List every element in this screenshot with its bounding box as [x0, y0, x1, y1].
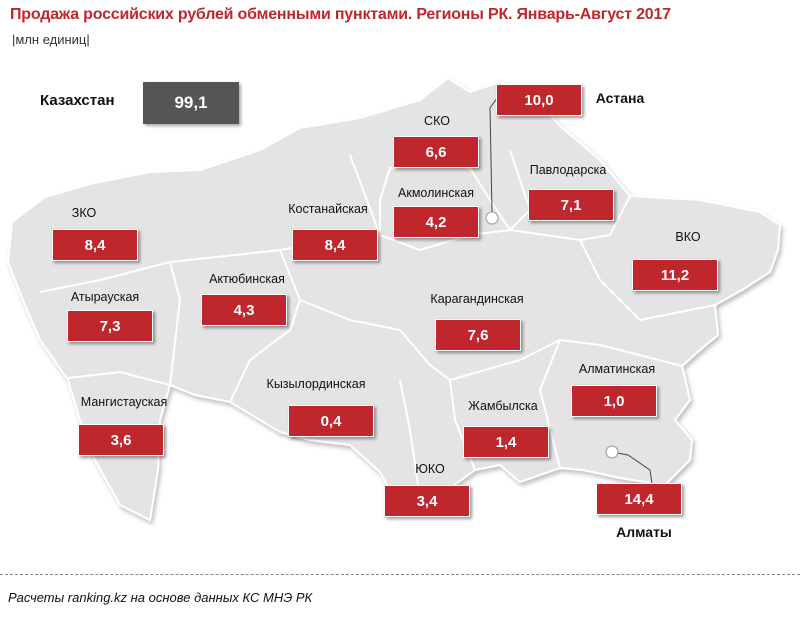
city-name-astana: Астана [595, 90, 645, 106]
region-name-karaganda: Карагандинская [430, 292, 524, 306]
region-value-almaty-obl: 1,0 [571, 385, 657, 417]
city-name-almaty: Алматы [616, 524, 672, 540]
region-name-zko: ЗКО [71, 206, 97, 220]
region-name-aktobe: Актюбинская [209, 272, 285, 286]
city-leaders [485, 97, 653, 485]
almaty-marker [605, 445, 619, 459]
region-value-aktobe: 4,3 [201, 294, 287, 326]
astana-marker [485, 211, 499, 225]
region-value-almaty: 14,4 [596, 483, 682, 515]
region-value-kyzylorda: 0,4 [288, 405, 374, 437]
total-label: Казахстан [40, 92, 115, 109]
region-value-zhambyl: 1,4 [463, 426, 549, 458]
region-value-kostanay: 8,4 [292, 229, 378, 261]
region-value-akmola: 4,2 [393, 206, 479, 238]
source-footnote: Расчеты ranking.kz на основе данных КС М… [8, 590, 313, 605]
region-value-karaganda: 7,6 [435, 319, 521, 351]
region-value-vko: 11,2 [632, 259, 718, 291]
region-name-zhambyl: Жамбылска [468, 399, 538, 413]
region-value-uko: 3,4 [384, 485, 470, 517]
region-name-vko: ВКО [675, 230, 701, 244]
region-value-zko: 8,4 [52, 229, 138, 261]
region-borders [39, 149, 716, 499]
region-name-sko: СКО [424, 114, 450, 128]
unit-subtitle: |млн единиц| [12, 32, 90, 47]
page-title: Продажа российских рублей обменными пунк… [10, 6, 671, 23]
region-name-mangistau: Мангистауская [80, 395, 168, 409]
region-value-atyrau: 7,3 [67, 310, 153, 342]
region-name-akmola: Акмолинская [398, 186, 474, 200]
region-name-kyzylorda: Кызылординская [266, 377, 366, 391]
region-value-pavlodar: 7,1 [528, 189, 614, 221]
region-name-almaty-obl: Алматинская [578, 362, 656, 376]
region-value-astana: 10,0 [496, 84, 582, 116]
region-name-pavlodar: Павлодарска [529, 163, 607, 177]
region-name-atyrau: Атырауская [70, 290, 140, 304]
total-value-box: 99,1 [143, 82, 239, 124]
region-name-kostanay: Костанайская [288, 202, 368, 216]
region-name-uko: ЮКО [415, 462, 445, 476]
region-value-mangistau: 3,6 [78, 424, 164, 456]
footer-divider [0, 574, 800, 575]
region-value-sko: 6,6 [393, 136, 479, 168]
